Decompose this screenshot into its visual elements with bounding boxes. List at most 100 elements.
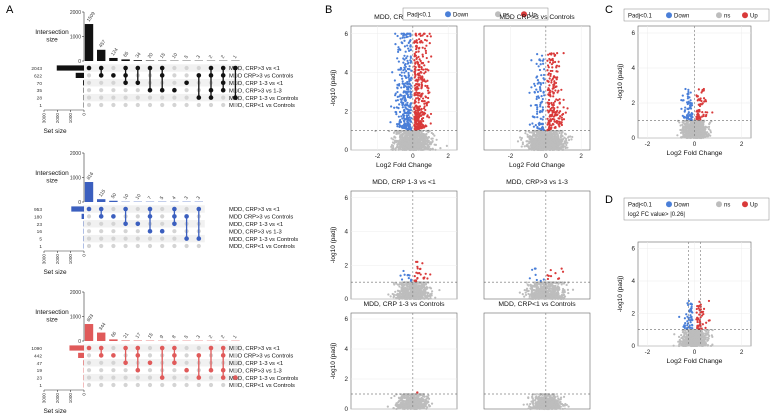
ns-point <box>552 281 556 284</box>
down-point <box>535 62 538 65</box>
down-point <box>409 127 412 131</box>
set-label: MDD, CRP 1-3 vs <1 <box>229 361 283 367</box>
matrix-dot-active <box>135 65 141 71</box>
down-point <box>403 45 407 48</box>
up-point <box>546 274 549 277</box>
matrix-dot <box>86 221 92 226</box>
ns-point <box>398 135 402 139</box>
up-point <box>550 114 553 117</box>
ns-point <box>422 291 425 294</box>
down-point <box>400 278 404 281</box>
ns-point <box>428 286 432 289</box>
up-point <box>415 78 418 81</box>
matrix-dot <box>99 236 104 241</box>
ns-point <box>433 134 436 137</box>
matrix-dot <box>123 236 128 241</box>
down-point <box>404 100 407 103</box>
ns-point <box>529 283 532 286</box>
ns-point <box>374 129 377 133</box>
ns-point <box>434 296 437 299</box>
intersection-bar-value: 3 <box>196 54 203 60</box>
intersection-bar-value: 10 <box>171 52 179 60</box>
matrix-dot-active <box>135 367 141 373</box>
ns-point <box>427 131 430 134</box>
ns-point <box>543 135 547 139</box>
intersection-bar-value: 5 <box>183 334 190 340</box>
matrix-dot <box>233 360 238 365</box>
ns-point <box>565 283 568 287</box>
ns-point <box>419 297 422 300</box>
set-label: MDD, CRP<1 vs Controls <box>229 244 295 250</box>
ns-point <box>544 141 547 144</box>
set-size-label: Set size <box>43 128 67 135</box>
matrix-dot <box>172 229 177 234</box>
matrix-dot-active <box>159 228 165 234</box>
down-point <box>397 68 400 71</box>
down-point <box>539 105 542 108</box>
up-point <box>427 87 430 90</box>
down-point <box>534 124 537 127</box>
set-size-value: 16 <box>37 229 43 235</box>
up-point <box>413 106 416 109</box>
ns-point <box>404 297 407 300</box>
up-point <box>414 61 417 64</box>
up-point <box>427 92 430 95</box>
up-point <box>418 33 421 36</box>
ns-point <box>541 136 544 139</box>
matrix-dot-active <box>147 65 153 71</box>
ns-point <box>536 287 540 290</box>
intersection-bar-value: 2 <box>220 54 227 60</box>
matrix-dot <box>233 368 238 373</box>
intersection-bar-value: 7 <box>147 195 154 201</box>
set-size-label: Set size <box>43 408 67 415</box>
down-point <box>407 277 410 280</box>
up-point <box>422 276 425 280</box>
ns-point <box>533 148 536 152</box>
down-point <box>533 84 537 87</box>
down-point <box>407 74 411 77</box>
ns-point <box>546 292 549 295</box>
matrix-dot <box>147 375 153 380</box>
matrix-dot <box>196 243 201 249</box>
up-point <box>549 275 553 278</box>
set-size-bar <box>56 65 84 71</box>
down-point <box>409 48 412 51</box>
down-point <box>402 32 405 35</box>
matrix-dot <box>172 375 177 380</box>
ns-point <box>427 294 430 297</box>
set-label: MDD, CRP 1-3 vs Controls <box>229 237 298 243</box>
up-point <box>429 122 432 125</box>
down-point <box>396 95 399 98</box>
ns-point <box>388 129 391 133</box>
matrix-dot <box>184 345 189 351</box>
down-point <box>397 60 400 63</box>
up-point <box>429 112 433 116</box>
ns-point <box>534 133 537 137</box>
up-point <box>425 44 428 47</box>
down-point <box>535 97 538 101</box>
ns-point <box>523 295 526 298</box>
ns-point <box>389 295 392 298</box>
ns-point <box>521 293 524 296</box>
down-point <box>402 269 405 273</box>
down-point <box>401 77 404 80</box>
set-label: MDD, CRP>3 vs <1 <box>229 346 280 352</box>
ns-point <box>559 129 562 133</box>
intersection-bar <box>121 59 130 61</box>
matrix-dot <box>160 221 165 226</box>
ns-point <box>549 135 552 138</box>
ns-point <box>408 281 411 284</box>
up-point <box>413 84 417 87</box>
ns-point <box>565 143 568 147</box>
down-point <box>410 77 413 80</box>
matrix-dot-active <box>98 206 104 212</box>
set-size-bar <box>83 80 84 86</box>
up-point <box>421 55 425 58</box>
ns-point <box>434 148 437 151</box>
ns-point <box>551 135 554 138</box>
up-point <box>426 89 430 92</box>
up-point <box>415 97 418 100</box>
up-point <box>415 118 418 121</box>
